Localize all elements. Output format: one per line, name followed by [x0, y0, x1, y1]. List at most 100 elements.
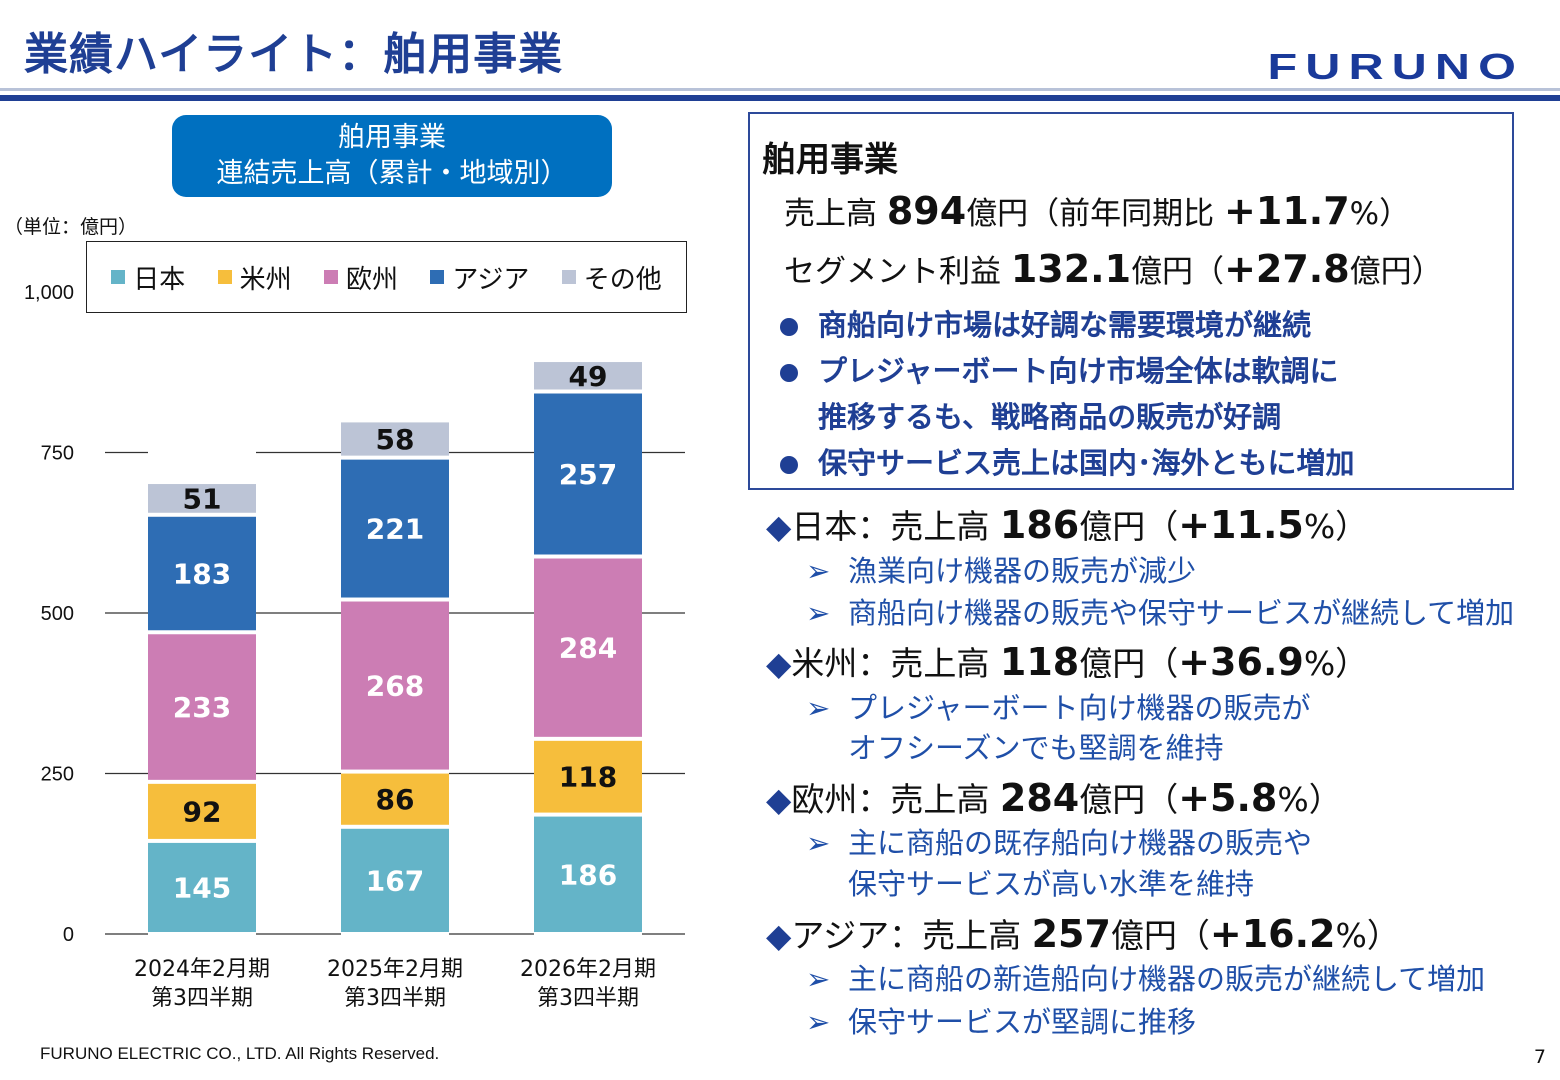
note-text: 商船向け機器の販売や保守サービスが継続して増加 [848, 596, 1515, 630]
region-note: ➢ 主に商船の既存船向け機器の販売や [806, 820, 1312, 862]
region-value: 284 [999, 776, 1080, 820]
region-tail: %） [1335, 916, 1400, 955]
copyright: FURUNO ELECTRIC CO., LTD. All Rights Res… [40, 1044, 440, 1063]
region-unit: 億円（ [1110, 916, 1210, 955]
legend-swatch [430, 270, 445, 284]
chart-title-line2: 連結売上高（累計・地域別） [216, 158, 568, 189]
region-note: ➢ 主に商船の新造船向け機器の販売が継続して増加 [806, 956, 1485, 998]
chart-title-line1: 舶用事業 [338, 122, 446, 153]
region-note: ➢ 商船向け機器の販売や保守サービスが継続して増加 [806, 590, 1514, 632]
legend-label: 欧州 [346, 264, 399, 295]
data-label: 86 [376, 783, 415, 816]
region-change: +16.2 [1209, 912, 1336, 956]
diamond-icon: ◆ [766, 780, 792, 819]
bar-segment [148, 783, 256, 839]
region-value: 257 [1031, 912, 1111, 956]
region-unit: 億円（ [1079, 507, 1179, 546]
data-label: 145 [173, 871, 231, 904]
bullet-text: 保守サービス売上は国内･海外ともに増加 [818, 446, 1355, 480]
region-name: 米州：売上高 [791, 644, 1000, 683]
data-label: 284 [559, 632, 617, 665]
legend-item-other: その他 [561, 259, 662, 296]
data-label: 183 [173, 558, 231, 591]
legend-item-japan: 日本 [111, 259, 185, 296]
region-value: 118 [999, 640, 1080, 684]
region-header: ◆日本：売上高 186億円（+11.5%） [766, 500, 1368, 548]
legend-label: 米州 [239, 264, 292, 295]
y-tick-label: 1,000 [24, 282, 74, 304]
x-tick-label: 第3四半期 [537, 986, 639, 1011]
page-number: 7 [1533, 1046, 1546, 1068]
region-value: 186 [999, 503, 1080, 547]
x-tick-label: 2024年2月期 [134, 957, 270, 982]
label: 売上高 [784, 196, 887, 232]
data-label: 233 [173, 691, 231, 724]
region-tail: %） [1303, 507, 1369, 546]
arrow-icon: ➢ [806, 554, 831, 588]
y-tick-label: 250 [41, 764, 74, 786]
summary-box: 舶用事業 売上高 894億円（前年同期比 +11.7%） セグメント利益 132… [748, 112, 1514, 490]
legend-label: 日本 [133, 264, 186, 295]
legend-label: その他 [583, 264, 662, 295]
data-label: 186 [559, 858, 617, 891]
value: 132.1 [1010, 247, 1132, 291]
data-label: 257 [559, 458, 617, 491]
diamond-icon: ◆ [766, 916, 792, 955]
y-tick-label: 0 [63, 924, 74, 946]
data-label: 221 [366, 513, 424, 546]
bar-segment [534, 362, 642, 390]
region-note: オフシーズンでも堅調を維持 [806, 725, 1224, 767]
region-name: アジア：売上高 [791, 916, 1032, 955]
change: +27.8 [1224, 247, 1350, 291]
unit: 億円（前年同期比 [966, 196, 1225, 232]
arrow-icon: ➢ [806, 826, 831, 860]
region-name: 日本：売上高 [791, 507, 1000, 546]
region-note: ➢ プレジャーボート向け機器の販売が [806, 685, 1311, 727]
bullet-icon [780, 456, 798, 474]
legend-swatch [324, 270, 338, 284]
region-header: ◆アジア：売上高 257億円（+16.2%） [766, 909, 1400, 957]
summary-heading: 舶用事業 [762, 140, 898, 180]
note-text: 保守サービスが堅調に推移 [848, 1005, 1197, 1039]
legend-item-asia: アジア [430, 259, 529, 296]
data-label: 167 [366, 864, 424, 897]
region-change: +36.9 [1178, 640, 1304, 684]
chart-title-box: 舶用事業 連結売上高（累計・地域別） [172, 115, 612, 197]
note-text: オフシーズンでも堅調を維持 [848, 731, 1224, 765]
legend-swatch [561, 270, 576, 284]
diamond-icon: ◆ [766, 507, 792, 546]
note-text: 保守サービスが高い水準を維持 [848, 867, 1255, 901]
legend-item-americas: 米州 [217, 259, 292, 296]
x-tick-label: 第3四半期 [344, 986, 446, 1011]
header-rule-thin [0, 88, 1560, 91]
region-tail: %） [1277, 780, 1342, 819]
legend-item-europe: 欧州 [324, 259, 398, 296]
bar-segment [341, 601, 449, 770]
arrow-icon: ➢ [806, 962, 831, 996]
bar-segment [148, 842, 256, 932]
bar-segment [148, 634, 256, 780]
region-change: +5.8 [1178, 776, 1278, 820]
summary-bullet: プレジャーボート向け市場全体は軟調に [780, 348, 1339, 390]
bar-segment [341, 773, 449, 825]
bar-segment [341, 459, 449, 598]
data-label: 118 [559, 761, 617, 794]
note-text: 漁業向け機器の販売が減少 [848, 554, 1197, 588]
arrow-icon: ➢ [806, 596, 831, 630]
note-text: 主に商船の新造船向け機器の販売が継続して増加 [848, 962, 1486, 996]
region-header: ◆米州：売上高 118億円（+36.9%） [766, 637, 1368, 685]
summary-bullet: 保守サービス売上は国内･海外ともに増加 [780, 440, 1355, 482]
chart-legend: 日本 米州 欧州 アジア その他 [86, 241, 687, 313]
bar-segment [534, 558, 642, 737]
x-tick-label: 第3四半期 [151, 986, 253, 1011]
bullet-text: 商船向け市場は好調な需要環境が継続 [818, 308, 1312, 342]
tail: %） [1349, 196, 1411, 232]
x-tick-label: 2026年2月期 [520, 957, 656, 982]
region-header: ◆欧州：売上高 284億円（+5.8%） [766, 773, 1342, 821]
legend-label: アジア [452, 264, 530, 295]
label: セグメント利益 [784, 254, 1011, 290]
tail: 億円） [1349, 254, 1443, 290]
bar-segment [534, 393, 642, 555]
region-change: +11.5 [1178, 503, 1304, 547]
y-tick-label: 500 [41, 603, 74, 625]
